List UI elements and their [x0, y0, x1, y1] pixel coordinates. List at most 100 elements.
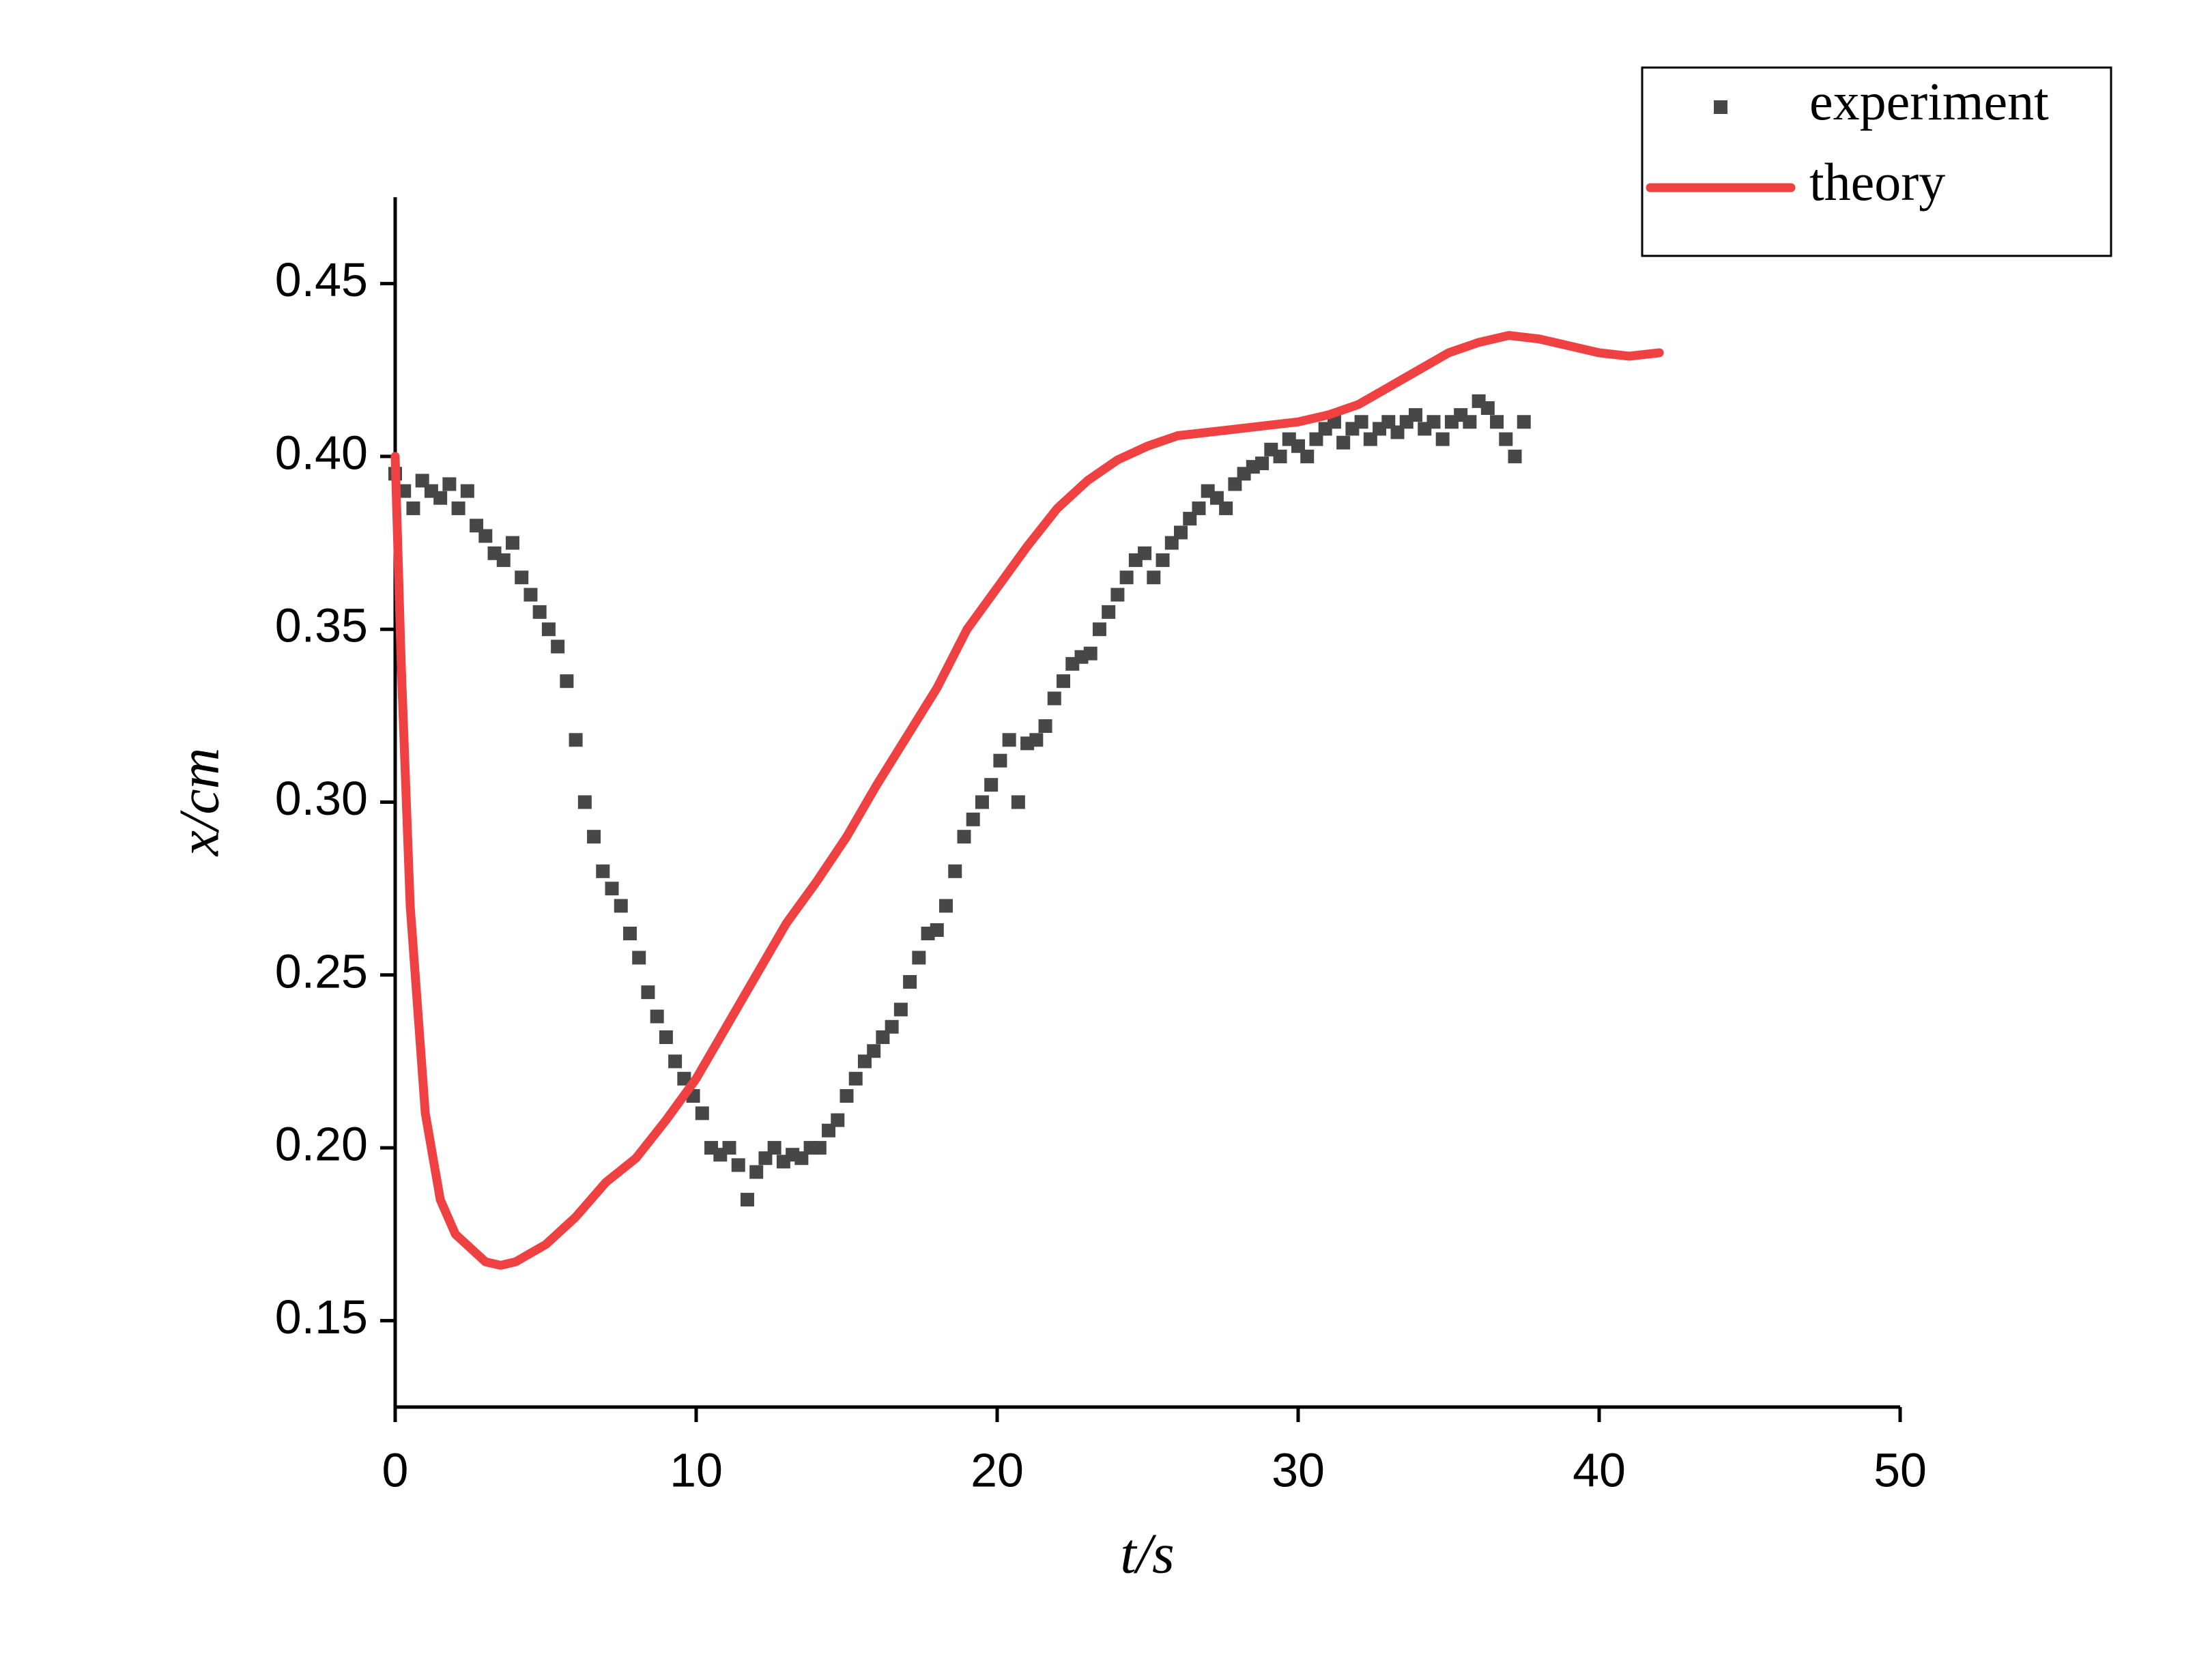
data-point: [677, 1071, 691, 1086]
data-point: [551, 639, 565, 654]
data-point: [1390, 425, 1405, 439]
data-point: [930, 923, 944, 937]
data-point: [1002, 733, 1016, 747]
data-point: [749, 1165, 764, 1179]
y-tick-label: 0.40: [275, 426, 368, 479]
y-tick-label: 0.30: [275, 772, 368, 825]
data-point: [912, 951, 926, 965]
data-point: [1192, 501, 1206, 515]
data-point: [1490, 415, 1504, 429]
data-point: [975, 795, 989, 809]
legend-label: theory: [1809, 152, 1945, 212]
data-point: [577, 795, 592, 809]
data-point: [695, 1106, 709, 1120]
legend-label: experiment: [1809, 72, 2049, 131]
data-point: [1083, 646, 1098, 661]
data-point: [1300, 449, 1315, 463]
data-point: [1219, 501, 1233, 515]
data-point: [560, 674, 574, 689]
data-point: [1273, 449, 1287, 463]
data-point: [1138, 546, 1152, 560]
data-point: [1463, 415, 1477, 429]
data-point: [614, 899, 628, 913]
data-point: [650, 1009, 664, 1024]
data-point: [451, 501, 465, 515]
series-line: [390, 331, 1664, 1270]
data-point: [433, 491, 448, 505]
data-point: [722, 1141, 736, 1155]
data-point: [822, 1123, 836, 1138]
legend: experiment theory: [1641, 66, 2112, 257]
x-tick-label: 40: [1573, 1443, 1626, 1496]
data-point: [1408, 408, 1422, 422]
data-point: [496, 553, 511, 567]
data-point: [957, 830, 971, 844]
data-point: [1038, 719, 1052, 734]
data-point: [767, 1141, 781, 1155]
data-point: [857, 1054, 872, 1069]
data-point: [523, 588, 538, 602]
legend-box: [1641, 66, 2112, 257]
data-point: [1480, 401, 1495, 416]
x-tick-label: 30: [1272, 1443, 1325, 1496]
data-point: [668, 1054, 683, 1069]
data-point: [596, 864, 610, 878]
data-point: [1183, 512, 1197, 526]
data-point: [1336, 435, 1351, 450]
data-point: [1110, 588, 1125, 602]
data-point: [397, 484, 412, 498]
data-point: [885, 1019, 899, 1034]
data-point: [1255, 457, 1269, 471]
data-point: [876, 1030, 890, 1044]
data-point: [1228, 477, 1242, 491]
x-axis-label: t/s: [1120, 1522, 1174, 1585]
y-axis-label: x/cm: [167, 748, 231, 858]
data-point: [840, 1089, 854, 1103]
data-point: [1174, 525, 1188, 540]
data-point: [1381, 415, 1396, 429]
data-point: [1499, 432, 1513, 446]
data-point: [1156, 553, 1170, 567]
data-point: [893, 1002, 908, 1017]
y-tick-label: 0.45: [275, 253, 368, 306]
y-tick-label: 0.20: [275, 1118, 368, 1171]
data-point: [641, 985, 655, 1000]
data-point: [1092, 622, 1106, 637]
data-point: [1164, 536, 1179, 550]
data-point: [515, 570, 529, 585]
data-point: [569, 733, 583, 747]
data-point: [984, 778, 999, 792]
y-tick-label: 0.35: [275, 599, 368, 652]
y-tick-label: 0.25: [275, 944, 368, 998]
data-point: [1147, 570, 1161, 585]
data-point: [966, 812, 980, 826]
data-point: [903, 974, 917, 989]
data-point: [587, 830, 601, 844]
data-point: [406, 501, 420, 515]
data-point: [1517, 415, 1531, 429]
data-point: [1363, 432, 1377, 446]
data-point: [605, 882, 619, 896]
data-point: [470, 519, 484, 533]
data-point: [1102, 605, 1116, 619]
data-point: [442, 477, 457, 491]
data-point: [758, 1151, 773, 1165]
x-tick-label: 50: [1874, 1443, 1927, 1496]
data-point: [1354, 415, 1368, 429]
data-point: [939, 899, 953, 913]
data-point: [415, 474, 429, 488]
legend-marker: [1714, 100, 1727, 114]
data-point: [740, 1193, 754, 1207]
data-point: [867, 1044, 881, 1058]
data-point: [831, 1113, 845, 1127]
data-point: [478, 529, 493, 543]
data-point: [794, 1151, 809, 1165]
data-point: [1426, 415, 1441, 429]
data-point: [993, 753, 1007, 768]
data-point: [632, 951, 646, 965]
x-tick-label: 0: [382, 1443, 409, 1496]
data-point: [731, 1158, 745, 1172]
data-point: [1435, 432, 1450, 446]
x-tick-label: 10: [670, 1443, 723, 1496]
